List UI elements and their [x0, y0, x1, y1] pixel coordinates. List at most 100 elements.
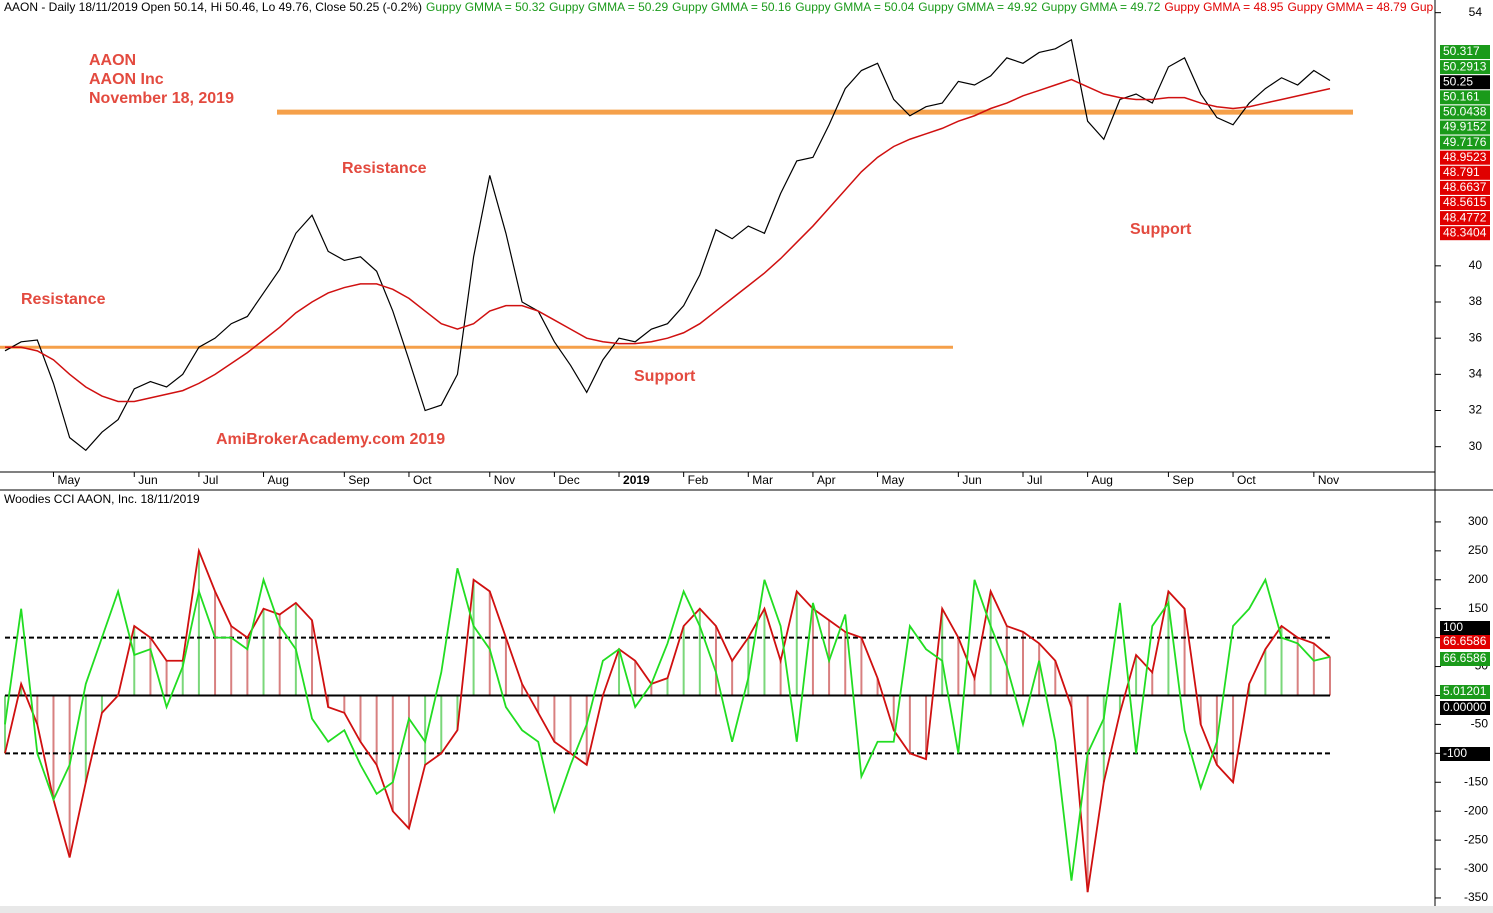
y-tick-label: -150 [1464, 774, 1488, 788]
value-box-label: 50.317 [1443, 44, 1480, 58]
y-tick-label: 40 [1469, 258, 1483, 272]
price-line [4, 38, 1331, 452]
header-text: AAON - Daily 18/11/2019 Open 50.14, Hi 5… [4, 0, 422, 14]
y-tick-label: -250 [1464, 832, 1488, 846]
y-tick-label: 32 [1469, 403, 1483, 417]
header-item: Gup [1411, 0, 1434, 14]
annotation: Resistance [21, 291, 106, 308]
header-item: Guppy GMMA = 49.72 [1041, 0, 1160, 14]
panel-title: Woodies CCI AAON, Inc. 18/11/2019 [4, 492, 200, 506]
annotation: November 18, 2019 [89, 90, 234, 107]
x-tick-label: Apr [817, 473, 836, 487]
annotation: AAON Inc [89, 71, 164, 88]
value-box [1440, 105, 1490, 120]
annotation: AmiBrokerAcademy.com 2019 [216, 431, 445, 448]
cci-line [4, 547, 1331, 893]
x-tick-label: Oct [1237, 473, 1256, 487]
x-tick-label: Sep [1172, 473, 1194, 487]
x-tick-label: 2019 [623, 473, 650, 487]
x-tick-label: Jun [138, 473, 157, 487]
x-tick-label: Oct [413, 473, 432, 487]
value-box-label: 50.2913 [1443, 59, 1487, 73]
value-box-label: 50.25 [1443, 74, 1473, 88]
gmma-line [5, 78, 1331, 403]
value-box-label: 49.9152 [1443, 120, 1487, 134]
value-box-label: 66.6586 [1443, 651, 1487, 665]
annotation: Support [1130, 221, 1192, 238]
y-tick-label: 300 [1468, 514, 1488, 528]
x-tick-label: Sep [348, 473, 370, 487]
x-tick-label: May [882, 473, 905, 487]
annotation: Resistance [342, 160, 427, 177]
annotation: Support [634, 368, 696, 385]
value-box-label: -100 [1443, 746, 1467, 760]
y-tick-label: -300 [1464, 861, 1488, 875]
x-tick-label: May [57, 473, 80, 487]
x-tick-label: Mar [752, 473, 773, 487]
header-item: Guppy GMMA = 48.95 [1164, 0, 1283, 14]
value-box [1440, 196, 1490, 210]
header: AAON - Daily 18/11/2019 Open 50.14, Hi 5… [4, 0, 1434, 14]
value-box [1440, 211, 1490, 226]
value-box [1440, 90, 1490, 105]
x-tick-label: Aug [1092, 473, 1113, 487]
value-box [1440, 621, 1490, 635]
value-box [1440, 180, 1490, 195]
value-box [1440, 747, 1490, 761]
value-box-label: 49.7176 [1443, 135, 1487, 149]
x-tick-label: Aug [268, 473, 289, 487]
value-box-label: 48.5615 [1443, 195, 1487, 209]
value-box [1440, 685, 1490, 699]
x-tick-label: Jul [1027, 473, 1042, 487]
value-box [1440, 135, 1490, 150]
value-box-label: 0.00000 [1443, 700, 1487, 714]
header-item: Guppy GMMA = 50.04 [795, 0, 914, 14]
y-tick-label: -200 [1464, 803, 1488, 817]
x-tick-label: Nov [494, 473, 515, 487]
value-box-label: 50.161 [1443, 89, 1480, 103]
header-item: Guppy GMMA = 50.29 [549, 0, 668, 14]
x-tick-label: Jul [203, 473, 218, 487]
value-box-label: 50.0438 [1443, 105, 1487, 119]
x-tick-label: Dec [558, 473, 579, 487]
value-box [1440, 60, 1490, 75]
y-tick-label: 30 [1469, 439, 1483, 453]
value-box-label: 48.3404 [1443, 225, 1487, 239]
y-tick-label: 34 [1469, 367, 1483, 381]
value-box [1440, 226, 1490, 241]
header-item: Guppy GMMA = 48.79 [1287, 0, 1406, 14]
value-box-label: 48.6637 [1443, 180, 1487, 194]
y-tick-label: 36 [1469, 330, 1483, 344]
x-tick-label: Nov [1318, 473, 1339, 487]
value-box-label: 66.6586 [1443, 634, 1487, 648]
value-box [1440, 652, 1490, 666]
sheet-tabs [0, 906, 1493, 913]
header-item: Guppy GMMA = 50.16 [672, 0, 791, 14]
y-tick-label: 150 [1468, 601, 1488, 615]
y-tick-label: 200 [1468, 572, 1488, 586]
value-box-label: 100 [1443, 620, 1463, 634]
value-box [1440, 150, 1490, 165]
value-box [1440, 701, 1490, 715]
value-box-label: 48.4772 [1443, 210, 1487, 224]
x-tick-label: Feb [688, 473, 709, 487]
y-tick-label: -350 [1464, 890, 1488, 904]
y-tick-label: -50 [1471, 717, 1489, 731]
value-box [1440, 165, 1490, 180]
value-box-label: 48.791 [1443, 165, 1480, 179]
value-box [1440, 75, 1490, 90]
value-box [1440, 120, 1490, 135]
turbo-cci-line [4, 567, 1331, 881]
x-tick-label: Jun [962, 473, 981, 487]
value-box-label: 48.9523 [1443, 150, 1487, 164]
y-tick-label: 250 [1468, 543, 1488, 557]
value-box [1440, 45, 1490, 59]
annotation: AAON [89, 52, 136, 69]
value-box-label: 5.01201 [1443, 684, 1487, 698]
header-item: Guppy GMMA = 49.92 [918, 0, 1037, 14]
y-tick-label: 54 [1469, 5, 1483, 19]
value-box [1440, 635, 1490, 649]
